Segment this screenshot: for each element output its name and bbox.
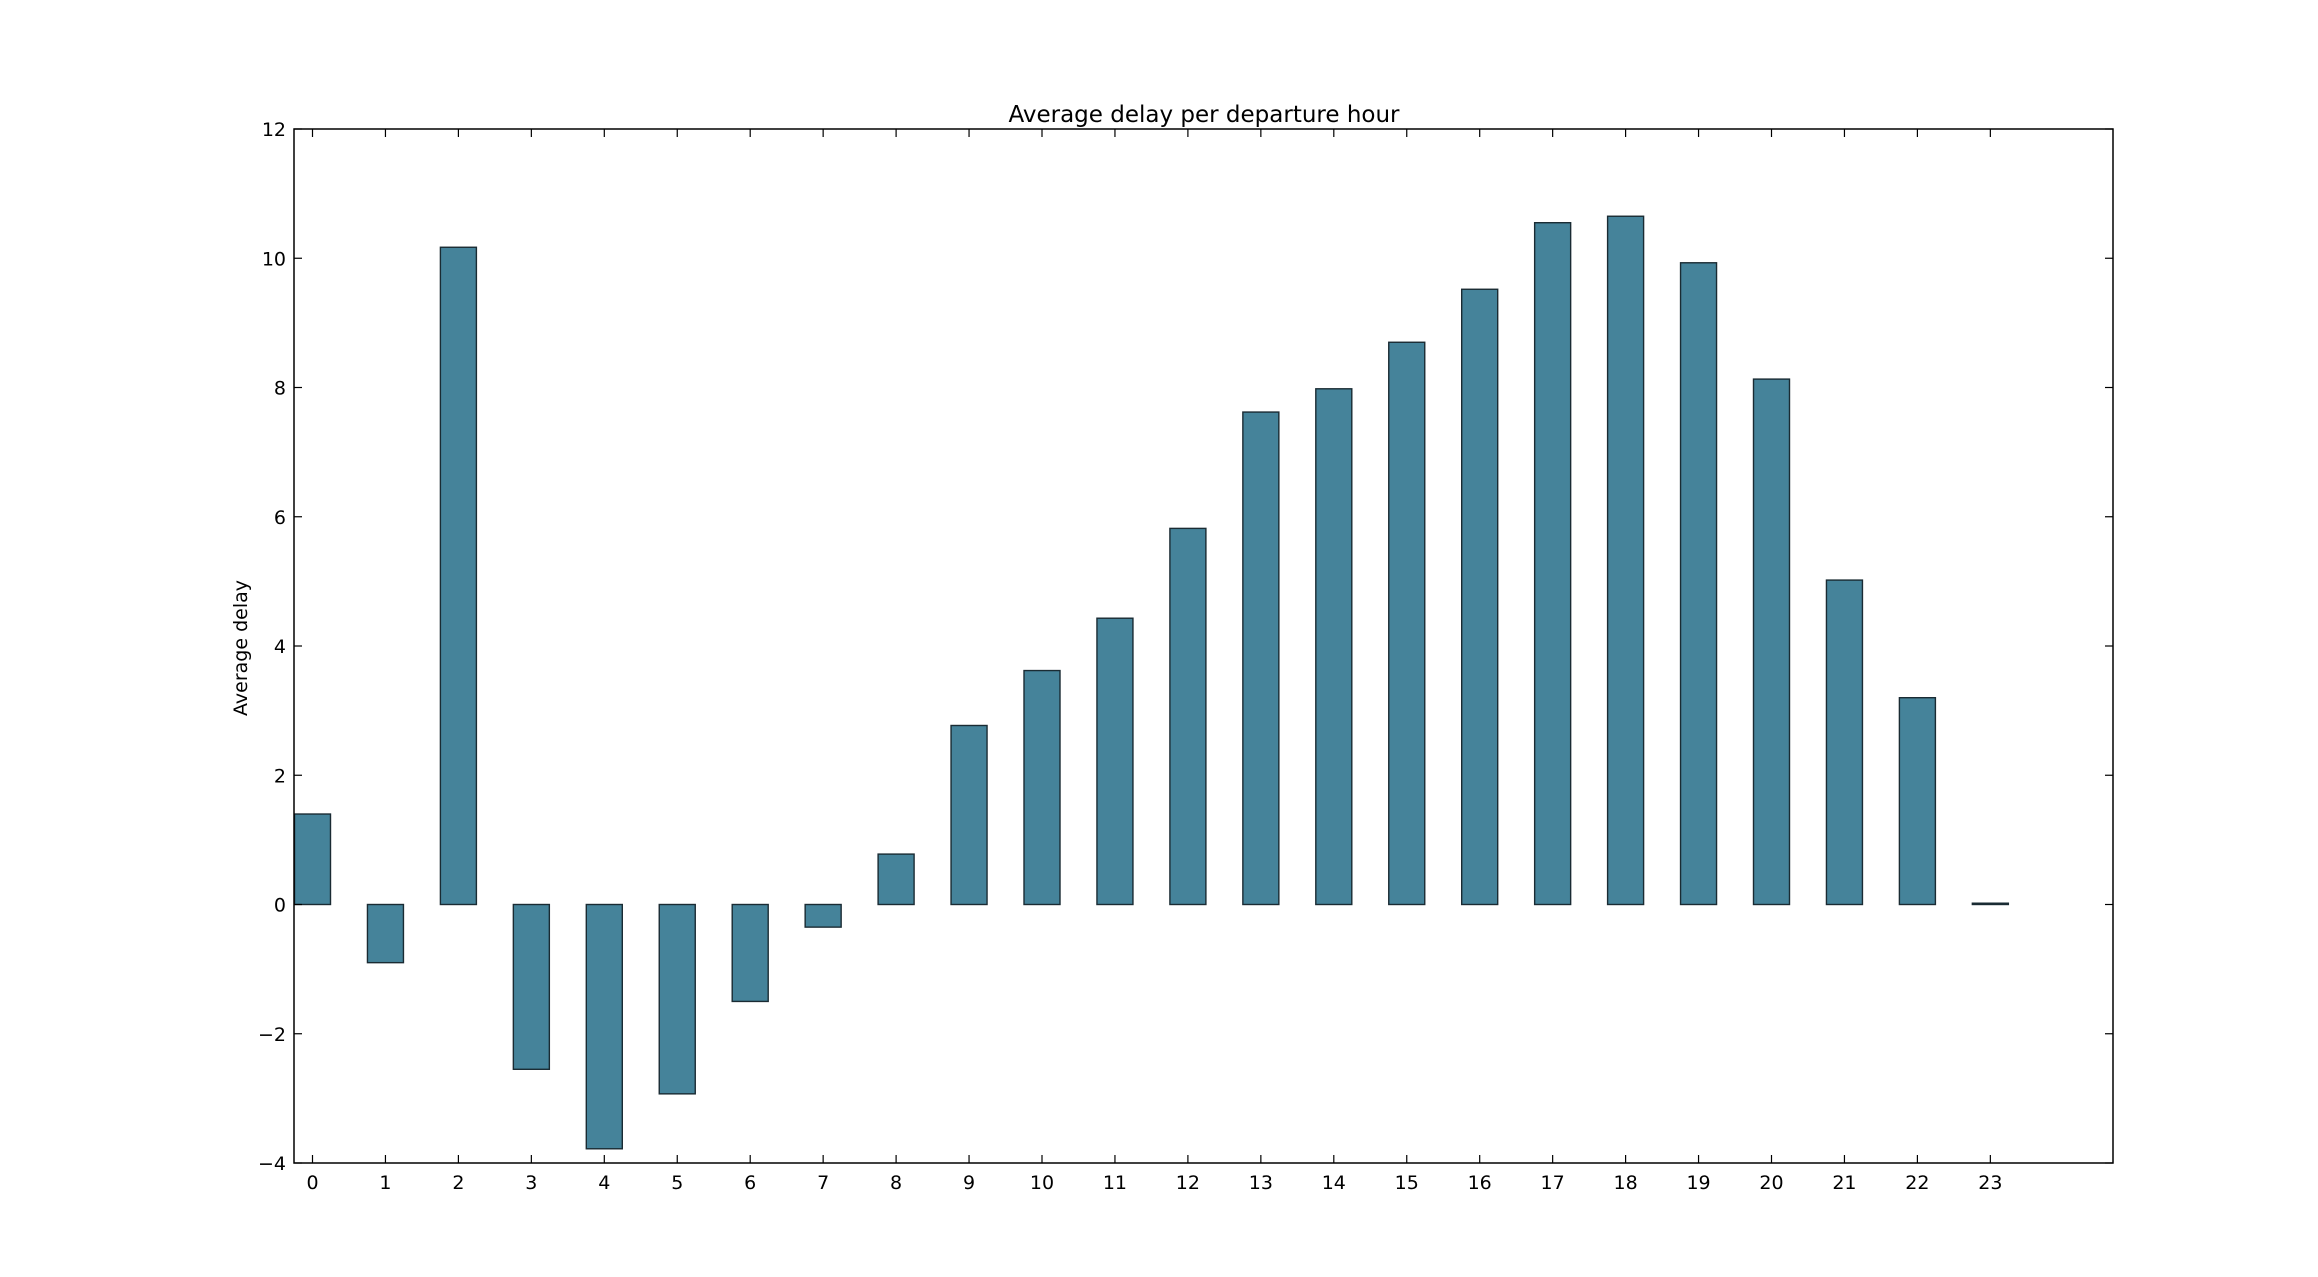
- bar-hour-0: [293, 813, 332, 906]
- bar-hour-16: [1460, 288, 1499, 906]
- x-tick-label: 2: [452, 1172, 464, 1194]
- bar-hour-3: [512, 903, 551, 1070]
- x-tick-label: 11: [1103, 1172, 1127, 1194]
- x-tick-label: 22: [1905, 1172, 1929, 1194]
- x-tick-label: 17: [1541, 1172, 1565, 1194]
- bar-hour-2: [439, 246, 478, 906]
- bar-hour-8: [877, 853, 915, 906]
- bar-hour-9: [950, 724, 988, 906]
- y-tick-label: 10: [262, 248, 286, 270]
- y-tick-label: 6: [274, 507, 286, 529]
- bar-hour-14: [1315, 388, 1353, 906]
- bar-hour-5: [658, 903, 696, 1095]
- chart-title: Average delay per departure hour: [1008, 102, 1400, 128]
- y-axis-ticks: −4 −2 0 2 4 6 8 10 12: [258, 119, 2113, 1175]
- bar-hour-15: [1388, 341, 1426, 906]
- x-tick-label: 23: [1978, 1172, 2002, 1194]
- bars-group: [293, 215, 2010, 1150]
- x-tick-label: 0: [306, 1172, 318, 1194]
- x-tick-label: 5: [671, 1172, 683, 1194]
- y-tick-label: −4: [258, 1153, 286, 1175]
- bar-hour-23: [1971, 902, 2010, 906]
- bar-hour-21: [1825, 579, 1864, 906]
- y-tick-label: 0: [274, 895, 286, 917]
- bar-hour-17: [1533, 222, 1572, 906]
- x-tick-label: 13: [1249, 1172, 1273, 1194]
- bar-hour-6: [731, 903, 769, 1003]
- bar-hour-13: [1242, 411, 1280, 906]
- y-tick-label: −2: [258, 1024, 286, 1046]
- bar-hour-22: [1898, 697, 1937, 906]
- x-tick-label: 3: [525, 1172, 537, 1194]
- x-tick-label: 12: [1176, 1172, 1200, 1194]
- bar-hour-11: [1096, 617, 1134, 906]
- y-tick-label: 2: [274, 765, 286, 787]
- x-tick-label: 20: [1759, 1172, 1783, 1194]
- bar-hour-1: [366, 903, 405, 964]
- x-tick-label: 10: [1030, 1172, 1054, 1194]
- x-tick-label: 4: [598, 1172, 610, 1194]
- y-axis-label: Average delay: [230, 580, 252, 716]
- plot-frame: [293, 128, 2114, 1164]
- y-tick-label: 8: [274, 378, 286, 400]
- x-tick-label: 16: [1468, 1172, 1492, 1194]
- bar-hour-18: [1606, 215, 1645, 906]
- x-tick-label: 8: [890, 1172, 902, 1194]
- bar-hour-12: [1169, 527, 1207, 906]
- x-tick-label: 6: [744, 1172, 756, 1194]
- x-tick-label: 9: [963, 1172, 975, 1194]
- x-tick-label: 21: [1832, 1172, 1856, 1194]
- x-tick-label: 15: [1395, 1172, 1419, 1194]
- bar-hour-20: [1752, 378, 1791, 906]
- x-tick-label: 19: [1686, 1172, 1710, 1194]
- y-tick-label: 12: [262, 119, 286, 141]
- x-tick-label: 14: [1322, 1172, 1346, 1194]
- y-tick-label: 4: [274, 636, 286, 658]
- x-tick-label: 1: [379, 1172, 391, 1194]
- bar-hour-4: [585, 903, 623, 1150]
- x-tick-label: 7: [817, 1172, 829, 1194]
- x-axis-ticks: 0 1 2 3 4 5 6 7 8 9 10 11 12 13 14 15 16 17 18 19 20 21 22 23: [306, 129, 2002, 1194]
- x-tick-label: 18: [1614, 1172, 1638, 1194]
- bar-hour-10: [1023, 669, 1061, 906]
- bar-hour-7: [804, 903, 842, 928]
- bar-hour-19: [1679, 262, 1718, 906]
